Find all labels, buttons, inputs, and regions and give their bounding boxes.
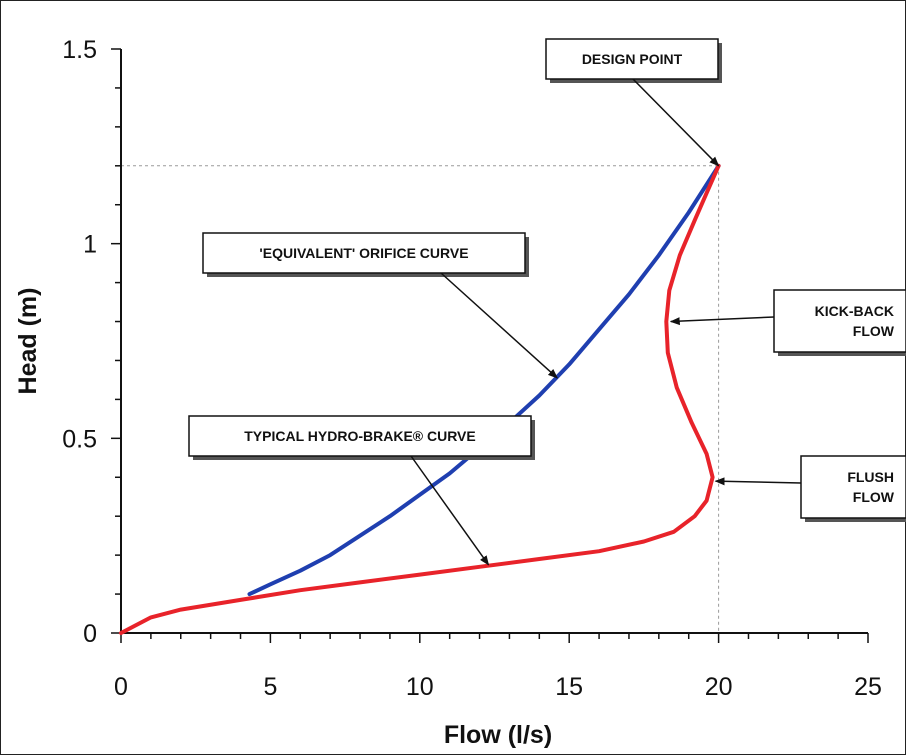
annotation-arrow [632,78,720,167]
annotation-arrow [440,272,558,379]
x-tick-label: 0 [114,673,128,701]
x-tick-label: 5 [263,673,277,701]
annotation-label: FLOW [853,323,895,339]
annotation-arrow [669,316,775,326]
annotation-label: FLUSH [847,469,894,485]
y-axis-title: Head (m) [14,288,42,395]
annotation-label: 'EQUIVALENT' ORIFICE CURVE [259,245,468,261]
annotation-box [773,289,906,353]
y-tick-label: 1.5 [62,36,97,64]
annotation-design: DESIGN POINT [545,38,722,167]
x-tick-label: 10 [406,673,434,701]
annotation-label: FLOW [853,489,895,505]
annotation-box [545,38,719,80]
annotation-arrow [714,477,802,486]
reference-lines-layer [121,165,720,633]
annotation-flush: FLUSH FLOW [714,455,906,522]
x-tick-label: 15 [555,673,583,701]
y-tick-label: 0 [83,620,97,648]
annotation-box [188,415,532,457]
annotation-box [800,455,906,519]
annotation-label: TYPICAL HYDRO-BRAKE® CURVE [244,428,476,444]
axes-layer: 0 5 10 15 20 25 0 0.5 1 1.5 [62,36,882,701]
annotation-label: DESIGN POINT [582,51,683,67]
annotation-label: KICK-BACK [815,303,894,319]
y-tick-label: 1 [83,231,97,259]
annotation-kickback: KICK-BACK FLOW [669,289,906,356]
x-tick-label: 25 [854,673,882,701]
annotation-orifice: 'EQUIVALENT' ORIFICE CURVE [202,232,558,379]
annotations-layer: DESIGN POINT 'EQUIVALENT' ORIFICE CURVE TY… [188,38,906,566]
annotation-box [202,232,526,274]
x-axis-title: Flow (l/s) [444,721,552,749]
annotation-arrow [410,455,490,566]
x-tick-label: 20 [705,673,733,701]
y-tick-label: 0.5 [62,425,97,453]
equivalent-orifice-curve [247,163,721,597]
hydro-brake-curve [119,163,721,635]
annotation-hydrobrake: TYPICAL HYDRO-BRAKE® CURVE [188,415,535,566]
